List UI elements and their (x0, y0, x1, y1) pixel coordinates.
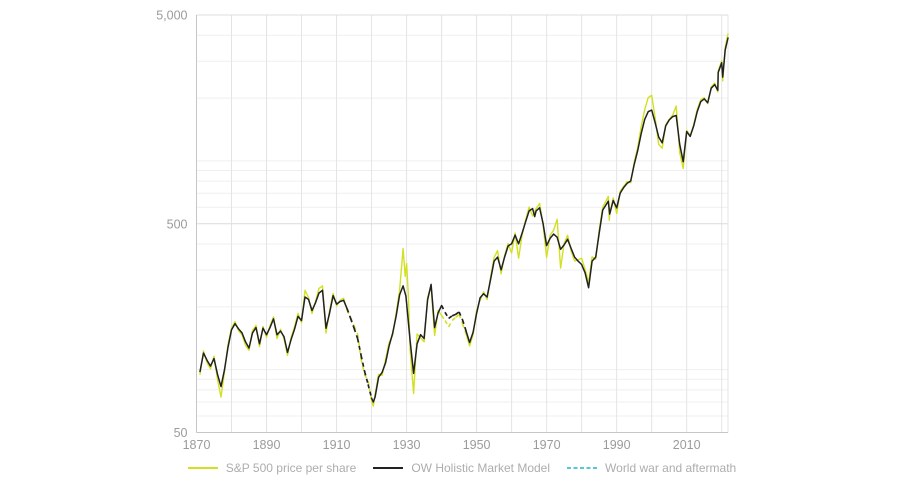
y-axis-tick-label: 50 (174, 426, 188, 440)
sp500-line (199, 33, 729, 407)
x-axis-tick-label: 1870 (183, 438, 211, 452)
war-dashed-swatch-icon (567, 467, 598, 469)
x-axis-tick-label: 1970 (533, 438, 561, 452)
legend-item-war: World war and aftermath (567, 461, 736, 475)
chart-legend: S&P 500 price per share OW Holistic Mark… (187, 459, 736, 477)
model-line-swatch-icon (373, 467, 404, 469)
y-axis-tick-label: 5,000 (156, 9, 187, 23)
sp500-line-swatch-icon (187, 467, 218, 469)
legend-label-model: OW Holistic Market Model (411, 461, 551, 475)
sp500-line-war-dashed (346, 309, 467, 401)
y-axis-tick-label: 500 (167, 217, 188, 231)
x-axis-tick-label: 2010 (673, 438, 701, 452)
legend-label-war: World war and aftermath (605, 461, 737, 475)
legend-label-sp500: S&P 500 price per share (225, 461, 357, 475)
model-line-war-dashed (346, 305, 467, 399)
model-line (199, 37, 729, 403)
legend-item-model: OW Holistic Market Model (373, 461, 550, 475)
x-axis-tick-label: 1910 (323, 438, 351, 452)
x-axis-tick-label: 1890 (253, 438, 281, 452)
x-axis-tick-label: 1950 (463, 438, 491, 452)
x-axis-tick-label: 1990 (603, 438, 631, 452)
x-axis-tick-label: 1930 (393, 438, 421, 452)
legend-item-sp500: S&P 500 price per share (187, 461, 357, 475)
